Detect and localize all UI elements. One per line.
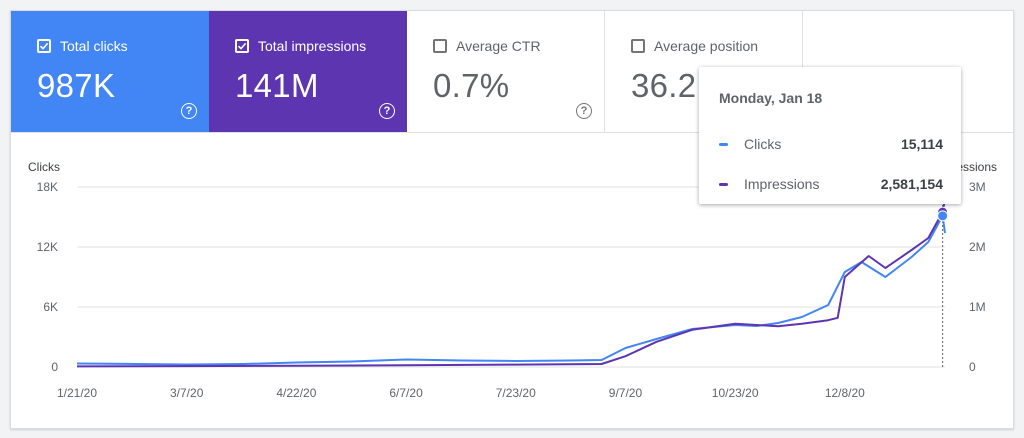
left-tick-label: 12K [37, 240, 58, 254]
tooltip-series-value: 15,114 [900, 136, 943, 152]
performance-chart[interactable]: 0 0 6K 1M 12K 2M 18K 3M Clicks Impressions 1/21/20… [11, 11, 1014, 429]
right-tick-label: 0 [969, 360, 976, 374]
x-tick-label: 3/7/20 [170, 386, 204, 400]
tooltip-row-impressions: Impressions 2,581,154 [719, 174, 943, 194]
right-tick-label: 1M [969, 300, 986, 314]
x-tick-label: 12/8/20 [825, 386, 865, 400]
x-tick-label: 6/7/20 [389, 386, 423, 400]
metric-average-ctr[interactable]: Average CTR 0.7% ? [407, 11, 605, 133]
clicks-hover-point [937, 210, 949, 222]
clicks-series-line [76, 214, 946, 366]
check-icon[interactable] [235, 39, 249, 53]
check-icon[interactable] [37, 39, 51, 53]
metric-value: 0.7% [433, 67, 510, 104]
help-circle-icon[interactable]: ? [379, 103, 395, 119]
tooltip-series-value: 2,581,154 [880, 176, 943, 192]
performance-card: Total clicks 987K ? Total impressions 14… [10, 10, 1014, 429]
chart-tooltip: Monday, Jan 18 Clicks 15,114 Impressions… [699, 67, 961, 204]
right-tick-label: 2M [969, 240, 986, 254]
metric-label: Total impressions [258, 38, 367, 54]
metric-label: Average CTR [456, 38, 541, 54]
tooltip-series-name: Clicks [744, 136, 782, 152]
metric-value: 141M [235, 67, 319, 104]
impressions-swatch [719, 182, 728, 186]
help-circle-icon[interactable]: ? [181, 103, 197, 119]
metric-value: 987K [37, 67, 116, 104]
tooltip-series-name: Impressions [744, 176, 820, 192]
tooltip-date: Monday, Jan 18 [719, 90, 823, 106]
x-tick-label: 10/23/20 [712, 386, 759, 400]
divider [11, 132, 1013, 133]
impressions-series-line [76, 198, 946, 368]
right-tick-label: 3M [969, 180, 986, 194]
x-tick-label: 7/23/20 [496, 386, 536, 400]
x-tick-label: 1/21/20 [57, 386, 97, 400]
x-tick-label: 9/7/20 [609, 386, 643, 400]
left-tick-label: 6K [43, 300, 58, 314]
checkbox-unchecked-icon[interactable] [631, 39, 645, 53]
x-tick-label: 4/22/20 [276, 386, 316, 400]
metric-value: 36.2 [631, 67, 697, 104]
help-circle-icon[interactable]: ? [576, 103, 592, 119]
left-axis-title: Clicks [28, 160, 60, 174]
metric-total-clicks[interactable]: Total clicks 987K ? [11, 11, 209, 133]
checkbox-unchecked-icon[interactable] [433, 39, 447, 53]
metric-label: Total clicks [60, 38, 128, 54]
metric-total-impressions[interactable]: Total impressions 141M ? [209, 11, 407, 133]
left-tick-label: 18K [37, 180, 58, 194]
clicks-swatch [719, 142, 728, 146]
left-tick-label: 0 [51, 360, 58, 374]
metric-label: Average position [654, 38, 759, 54]
tooltip-row-clicks: Clicks 15,114 [719, 134, 943, 154]
